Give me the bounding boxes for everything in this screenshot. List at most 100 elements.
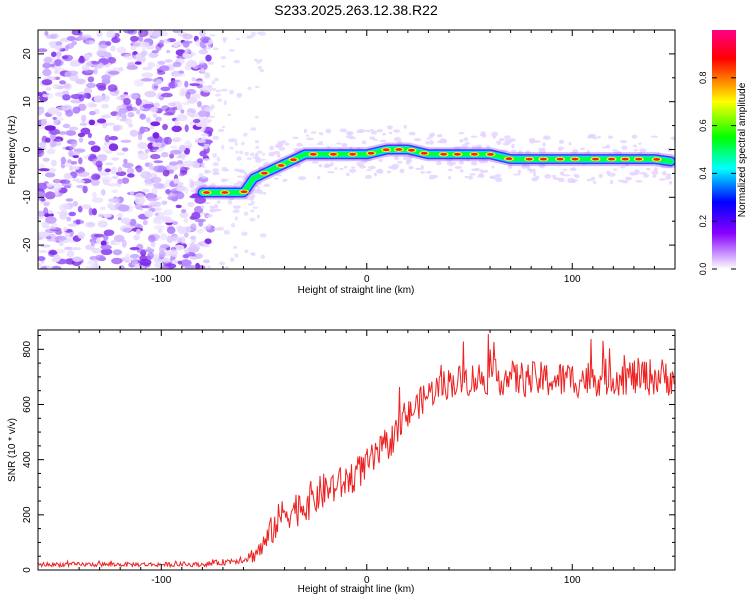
y-tick-label: 200 (22, 506, 33, 523)
noise-blob (88, 140, 96, 146)
halo-blob (277, 174, 282, 177)
noise-blob (75, 179, 86, 184)
noise-blob (261, 152, 266, 156)
noise-blob (130, 40, 136, 46)
noise-blob (137, 152, 149, 160)
noise-blob (208, 115, 216, 119)
halo-blob (212, 172, 219, 176)
noise-blob (139, 113, 146, 120)
noise-blob (184, 80, 189, 88)
noise-blob (62, 123, 71, 129)
noise-blob (40, 197, 46, 202)
halo-blob (325, 128, 332, 134)
noise-blob (38, 191, 47, 198)
y-tick-label: 20 (22, 48, 33, 60)
halo-blob (662, 171, 667, 176)
noise-blob (147, 62, 156, 68)
halo-blob (552, 177, 560, 180)
halo-blob (204, 201, 210, 205)
noise-blob (117, 204, 130, 212)
noise-blob (182, 101, 191, 106)
noise-blob (83, 87, 93, 95)
noise-blob (207, 265, 212, 269)
noise-blob (56, 51, 62, 57)
noise-blob (135, 165, 143, 173)
halo-blob (339, 128, 347, 133)
noise-blob (194, 218, 206, 223)
noise-blob (252, 206, 259, 209)
signal-core (309, 152, 317, 156)
noise-blob (186, 112, 193, 116)
noise-blob (47, 107, 60, 115)
noise-blob (65, 198, 74, 202)
noise-blob (250, 209, 255, 213)
noise-blob (65, 130, 77, 136)
halo-blob (436, 133, 443, 138)
halo-blob (436, 160, 442, 166)
halo-blob (652, 174, 657, 178)
noise-blob (167, 81, 178, 89)
noise-blob (179, 87, 188, 94)
noise-blob (228, 49, 236, 52)
noise-blob (123, 98, 131, 105)
halo-blob (326, 146, 331, 149)
noise-blob (233, 59, 241, 64)
noise-blob (243, 132, 248, 137)
noise-blob (135, 228, 141, 235)
noise-blob (171, 79, 181, 83)
noise-blob (97, 155, 107, 162)
halo-blob (607, 135, 614, 139)
noise-blob (149, 200, 156, 205)
halo-blob (216, 200, 221, 204)
halo-blob (460, 144, 469, 149)
halo-blob (393, 155, 400, 161)
noise-blob (173, 137, 182, 142)
halo-blob (475, 144, 483, 149)
noise-blob (235, 37, 240, 41)
halo-blob (448, 168, 453, 172)
noise-blob (100, 189, 106, 196)
signal-core (571, 157, 579, 161)
halo-blob (256, 186, 261, 191)
noise-blob (207, 61, 215, 65)
noise-blob (61, 182, 72, 187)
noise-blob (122, 162, 134, 169)
noise-blob (72, 106, 81, 114)
noise-blob (54, 188, 59, 196)
noise-blob (171, 259, 179, 264)
noise-blob (43, 57, 53, 64)
noise-blob (177, 260, 182, 265)
signal-core (556, 157, 564, 161)
noise-blob (52, 116, 57, 120)
signal-core (203, 191, 210, 194)
noise-blob (46, 226, 57, 230)
noise-blob (170, 149, 182, 155)
halo-blob (420, 171, 426, 174)
y-tick-label: 0 (22, 146, 33, 152)
noise-blob (101, 114, 111, 119)
halo-blob (653, 167, 658, 172)
noise-blob (179, 166, 188, 174)
halo-blob (377, 170, 384, 174)
noise-blob (168, 102, 177, 107)
noise-blob (184, 48, 192, 54)
noise-blob (59, 80, 66, 85)
noise-blob (41, 118, 47, 126)
noise-blob (204, 72, 211, 79)
noise-blob (41, 221, 50, 229)
noise-blob (241, 141, 245, 146)
y-tick-label: 600 (22, 396, 33, 413)
noise-blob (172, 61, 182, 68)
noise-blob (151, 83, 159, 91)
halo-blob (542, 135, 551, 140)
x-tick-label: 100 (564, 274, 581, 285)
noise-blob (160, 244, 170, 249)
x-tick-label: -100 (151, 575, 171, 586)
noise-blob (233, 208, 240, 214)
halo-blob (388, 165, 394, 169)
noise-blob (198, 60, 205, 66)
halo-blob (592, 181, 597, 184)
noise-blob (155, 79, 163, 85)
halo-blob (574, 175, 580, 179)
noise-blob (202, 37, 210, 44)
